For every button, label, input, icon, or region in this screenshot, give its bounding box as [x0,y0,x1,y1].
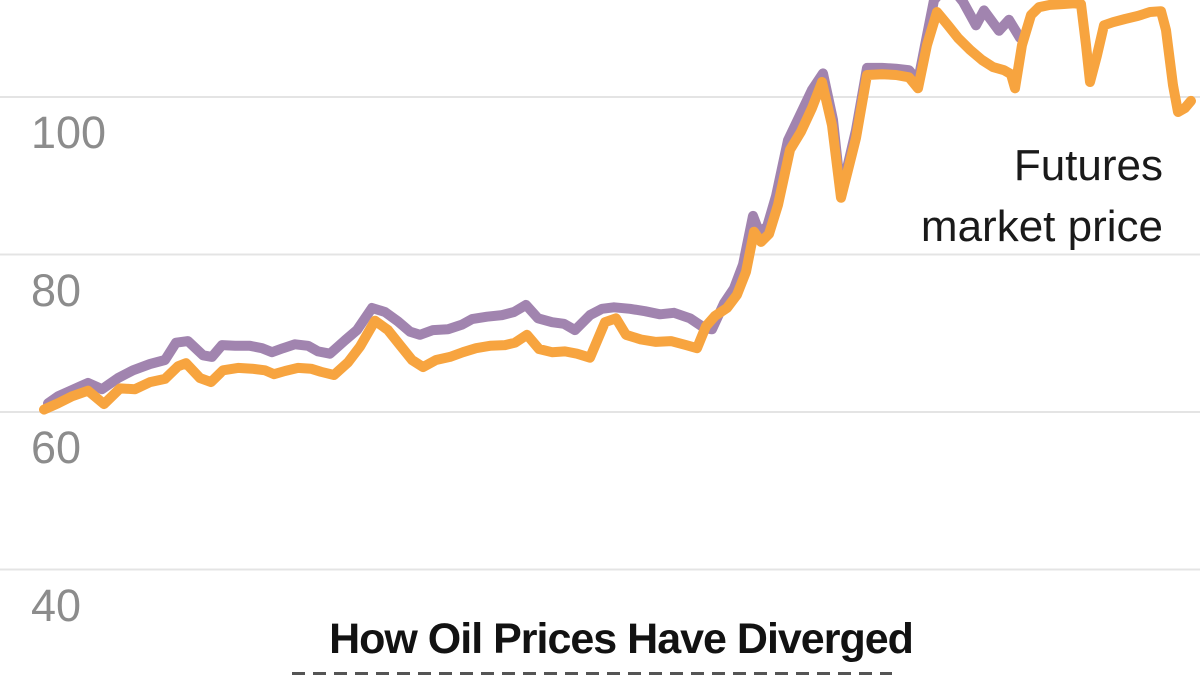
annotation-line-1: Futures [1013,141,1163,190]
purple-line [43,0,1025,409]
chart-title: How Oil Prices Have Diverged [329,615,914,663]
y-tick-label-80: 80 [31,264,82,316]
cropped-subtitle-hint [292,672,892,675]
futures-market-price-label: Futures market price [921,136,1163,257]
orange-line [39,0,1196,415]
series-lines [39,0,1196,415]
y-tick-label-100: 100 [31,107,107,158]
y-tick-label-40: 40 [31,579,82,631]
y-tick-label-60: 60 [31,422,82,473]
annotation-line-2: market price [920,201,1163,251]
gridlines [0,96,1200,571]
